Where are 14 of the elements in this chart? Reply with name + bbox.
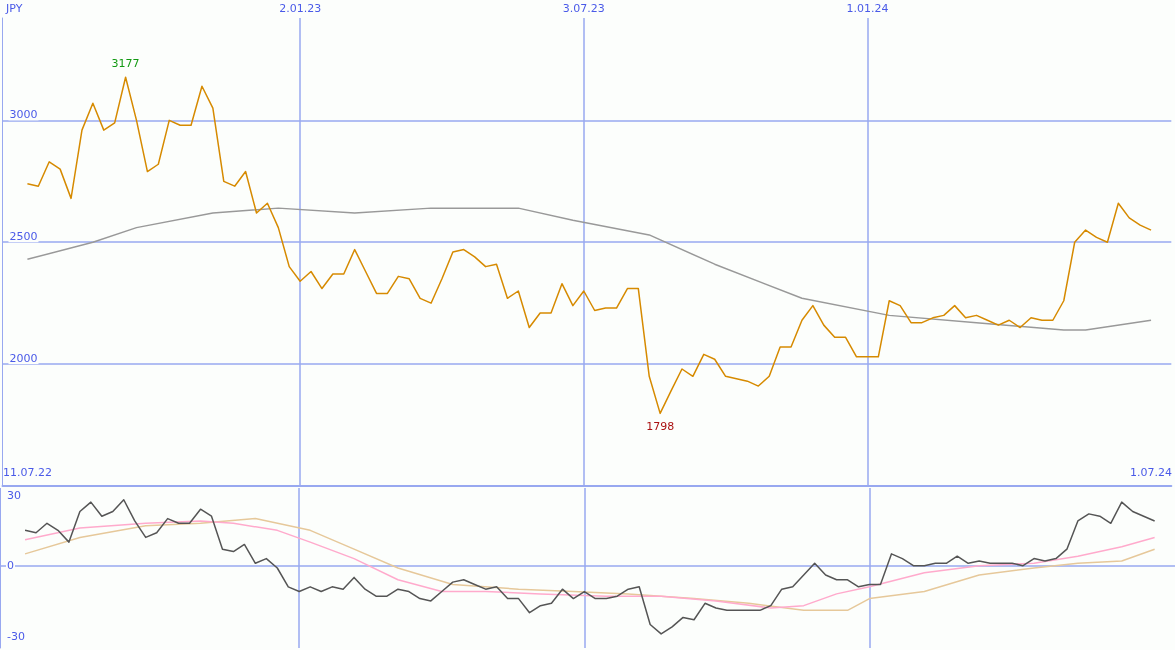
annotation: 1798: [646, 420, 675, 434]
x-tick-label: 1.07.24: [1130, 466, 1173, 479]
y-tick-label: -30: [7, 629, 25, 643]
y-tick-label: 0: [7, 559, 14, 573]
y-tick-label: 2000: [9, 352, 38, 366]
x2-tick-label: 2.01.23: [279, 2, 322, 15]
y-axis-title: JPY: [5, 2, 23, 15]
annotation: 3177: [111, 57, 140, 71]
x2-tick-label: 3.07.23: [562, 2, 605, 15]
x2-tick-label: 1.01.24: [846, 2, 889, 15]
y-tick-label: 2500: [9, 230, 38, 244]
x-tick-label: 11.07.22: [2, 466, 52, 479]
y-tick-label: 30: [7, 488, 21, 502]
y-tick-label: 3000: [9, 108, 38, 122]
